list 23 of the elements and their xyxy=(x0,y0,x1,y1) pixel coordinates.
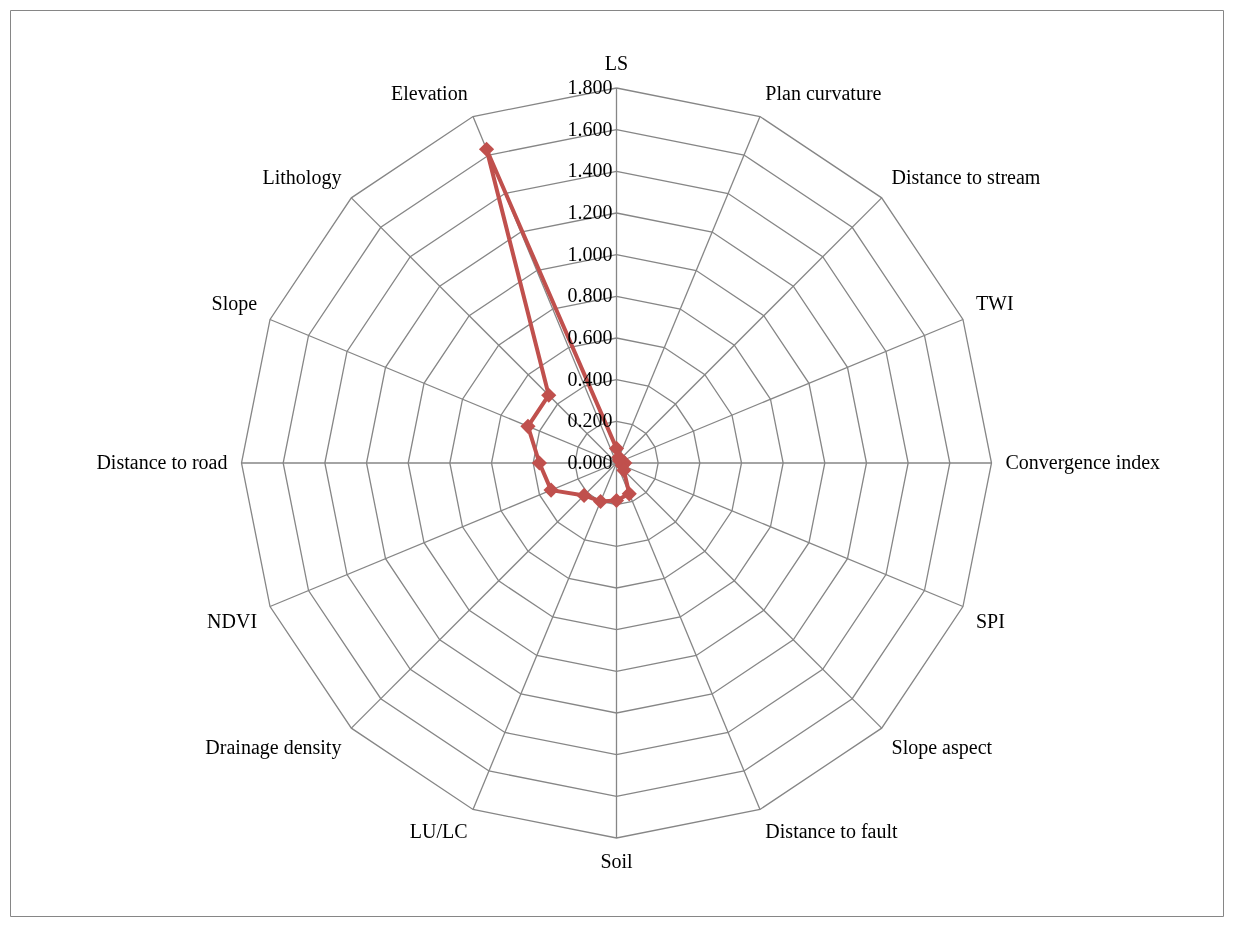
y-tick-label: 1.600 xyxy=(567,117,613,140)
spoke-label: Slope xyxy=(211,292,258,316)
y-tick-label: 1.400 xyxy=(567,159,613,182)
spoke-label: Distance to stream xyxy=(891,165,1041,188)
spoke-label: Convergence index xyxy=(1005,451,1161,474)
y-tick-label: 0.800 xyxy=(567,284,613,307)
spoke-label: Distance to road xyxy=(96,451,228,473)
spoke-label: Lithology xyxy=(262,165,342,189)
spoke-label: Plan curvature xyxy=(765,81,882,104)
y-tick-label: 0.000 xyxy=(567,451,613,473)
spoke-label: Drainage density xyxy=(205,736,342,760)
y-tick-label: 1.000 xyxy=(567,242,613,265)
y-tick-label: 1.800 xyxy=(567,76,613,98)
spoke-label: LS xyxy=(604,52,629,74)
spoke-label: Elevation xyxy=(391,81,468,104)
spoke-label: TWI xyxy=(975,292,1014,315)
spoke-label: Soil xyxy=(600,850,634,872)
spoke-label: Distance to fault xyxy=(765,820,898,843)
spoke-label: SPI xyxy=(975,609,1005,632)
y-tick-label: 1.200 xyxy=(567,201,613,223)
spoke-label: LU/LC xyxy=(409,820,468,843)
spoke-label: Slope aspect xyxy=(891,736,993,760)
spoke-label: NDVI xyxy=(207,609,258,632)
